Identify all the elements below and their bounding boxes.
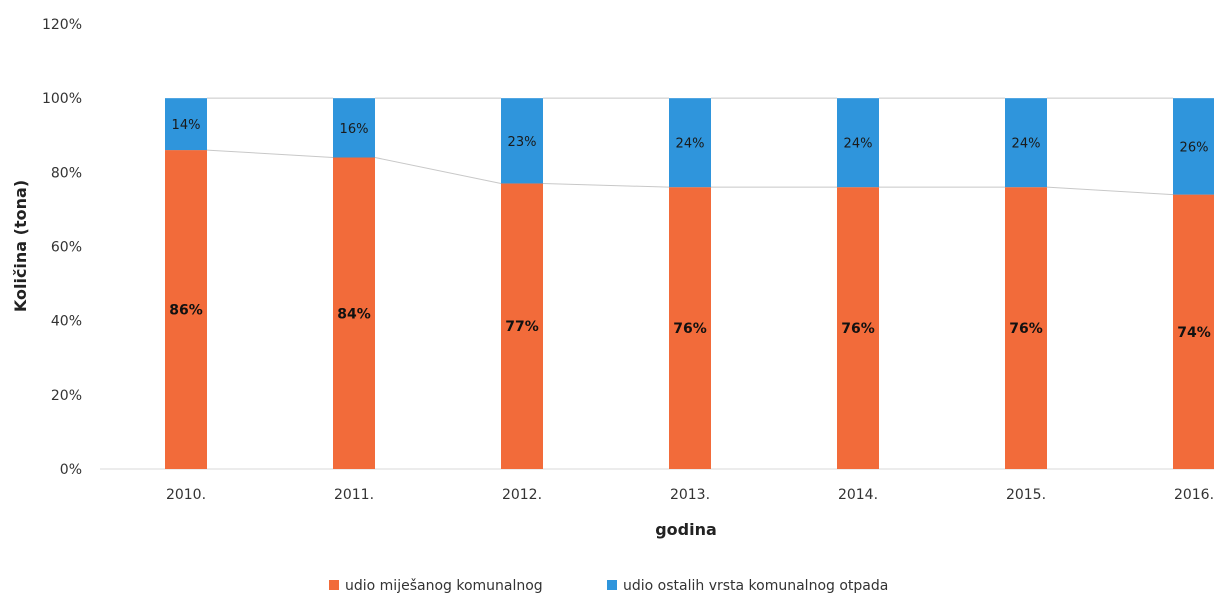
bar-miješani (333, 157, 375, 469)
bar-label-ostali: 26% (1180, 140, 1209, 155)
y-tick-label: 120% (42, 17, 82, 33)
bar-ostali (165, 98, 207, 151)
x-tick-label: 2011. (334, 487, 374, 503)
bars (165, 98, 1214, 470)
x-axis-title: godina (655, 520, 717, 539)
y-tick-label: 100% (42, 91, 82, 107)
y-tick-label: 0% (60, 462, 82, 478)
bar-label-ostali: 23% (508, 135, 537, 150)
y-axis-ticks: 0% 20% 40% 60% 80% 100% 120% (42, 17, 82, 478)
x-axis-ticks: 2010. 2011. 2012. 2013. 2014. 2015. 2016. (166, 487, 1214, 503)
bar-label-ostali: 24% (1012, 137, 1041, 152)
legend-label: udio ostalih vrsta komunalnog otpada (623, 578, 888, 594)
bar-ostali (1173, 98, 1214, 195)
bar-miješani (837, 187, 879, 469)
series-line-miješani (206, 149, 334, 158)
bar-label-miješani: 86% (169, 303, 203, 319)
y-tick-label: 40% (51, 314, 82, 330)
bar-label-ostali: 24% (844, 137, 873, 152)
y-tick-label: 20% (51, 388, 82, 404)
bar-label-ostali: 16% (340, 122, 369, 137)
bar-miješani (1005, 187, 1047, 469)
series-line-miješani (542, 182, 670, 188)
bar-label-miješani: 76% (673, 321, 707, 337)
bar-miješani (669, 187, 711, 469)
bar-label-miješani: 76% (1009, 321, 1043, 337)
bar-label-ostali: 24% (676, 137, 705, 152)
legend-label: udio miješanog komunalnog (345, 578, 543, 594)
bar-ostali (669, 98, 711, 188)
x-tick-label: 2014. (838, 487, 878, 503)
bar-label-miješani: 76% (841, 321, 875, 337)
y-axis-title: Količina (tona) (11, 180, 30, 312)
series-line-miješani (374, 157, 502, 184)
bar-ostali (333, 98, 375, 158)
y-tick-label: 80% (51, 165, 82, 181)
bar-ostali (501, 98, 543, 184)
bar-label-miješani: 77% (505, 319, 539, 335)
bar-data-labels: 86% 14% 84% 16% 77% 23% 76% 24% 76% 24% 76% 24% 74% 2… (169, 118, 1211, 341)
bar-miješani (501, 183, 543, 470)
bar-ostali (837, 98, 879, 188)
x-tick-label: 2013. (670, 487, 710, 503)
bar-label-miješani: 74% (1177, 325, 1211, 341)
y-tick-label: 60% (51, 240, 82, 256)
legend-swatch (607, 580, 617, 590)
series-lines (206, 97, 1174, 196)
legend: udio miješanog komunalnog udio ostalih vr… (329, 578, 888, 594)
legend-swatch (329, 580, 339, 590)
x-tick-label: 2010. (166, 487, 206, 503)
x-tick-label: 2012. (502, 487, 542, 503)
series-line-miješani (1046, 186, 1174, 196)
bar-label-ostali: 14% (172, 118, 201, 133)
bar-ostali (1005, 98, 1047, 188)
bar-miješani (165, 150, 207, 470)
bar-miješani (1173, 194, 1214, 470)
x-tick-label: 2015. (1006, 487, 1046, 503)
x-tick-label: 2016. (1174, 487, 1214, 503)
bar-label-miješani: 84% (337, 306, 371, 322)
